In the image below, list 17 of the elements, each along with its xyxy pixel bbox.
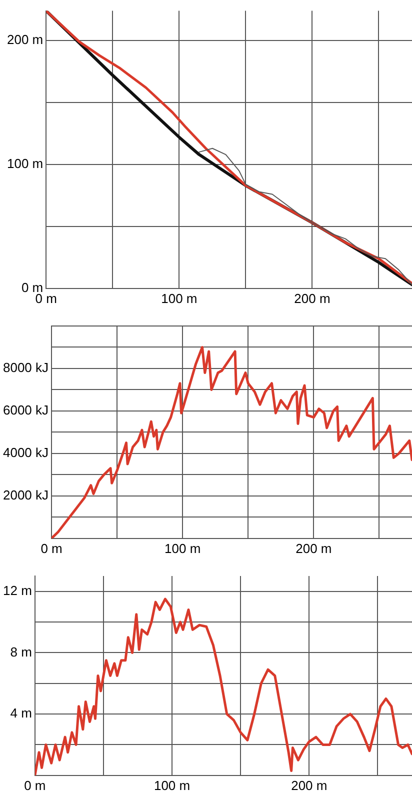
x-tick-label: 100 m [164,540,201,556]
y-tick-label: 200 m [6,32,44,48]
x-tick-label: 200 m [291,778,328,793]
y-tick-label: 8000 kJ [2,360,49,376]
y-tick-label: 8 m [10,644,32,660]
y-tick-label: 2000 kJ [2,488,49,502]
y-tick-label: 100 m [6,156,44,172]
x-tick-label: 100 m [161,290,198,306]
x-tick-label: 200 m [296,540,332,556]
x-tick-label: 200 m [294,290,330,306]
y-tick-label: 4000 kJ [2,445,49,460]
y-tick-label: 4 m [10,706,32,721]
x-tick-label: 100 m [154,778,190,793]
x-tick-label: 0 m [40,540,62,556]
y-tick-label: 12 m [2,582,32,598]
y-tick-label: 6000 kJ [2,402,49,418]
y-tick-label: 0 m [21,280,44,295]
